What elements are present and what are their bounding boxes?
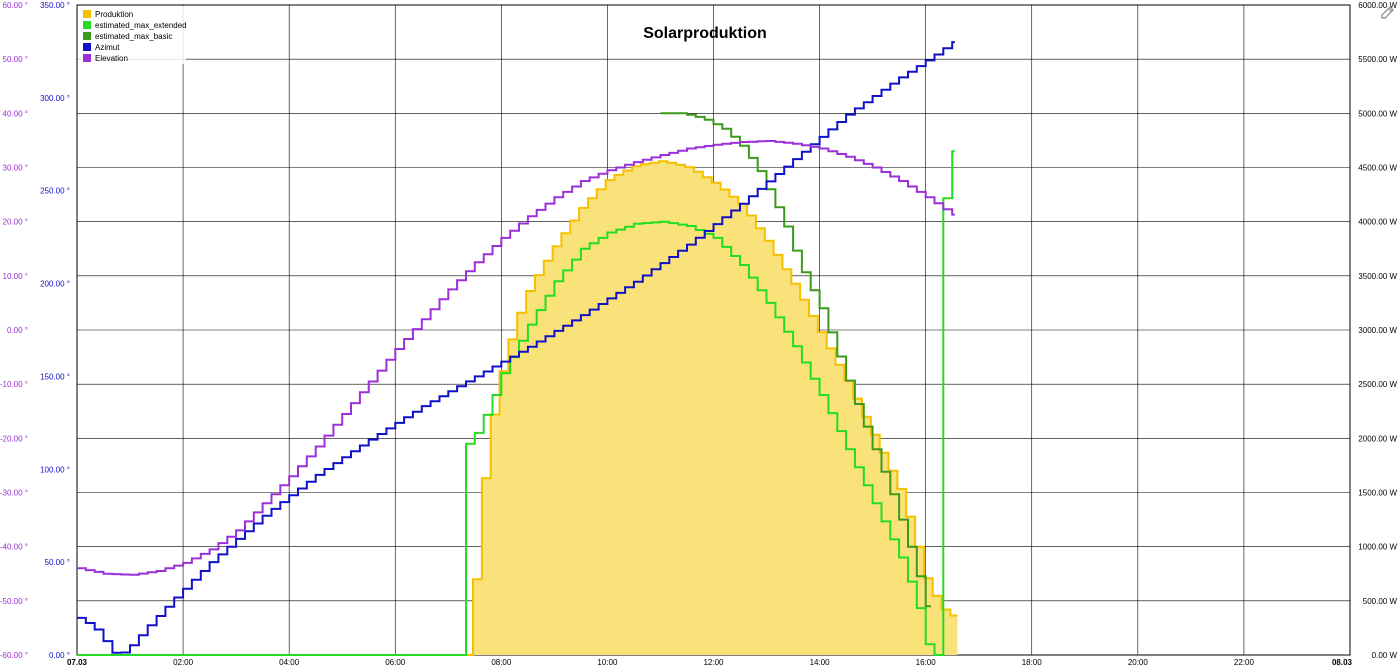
- elevation-tick-label: 40.00 °: [3, 109, 28, 118]
- elevation-tick-label: 10.00 °: [3, 272, 28, 281]
- series-elevation-line: [77, 140, 955, 576]
- legend-swatch[interactable]: [83, 32, 91, 40]
- x-tick-label: 08:00: [491, 658, 512, 667]
- power-tick-label: 6000.00 W: [1358, 1, 1397, 10]
- legend-swatch[interactable]: [83, 10, 91, 18]
- legend-swatch[interactable]: [83, 54, 91, 62]
- elevation-tick-label: -50.00 °: [0, 597, 28, 606]
- azimut-tick-label: 350.00 °: [40, 1, 70, 10]
- elevation-tick-label: 0.00 °: [7, 326, 28, 335]
- power-tick-label: 500.00 W: [1363, 597, 1398, 606]
- elevation-tick-label: -10.00 °: [0, 380, 28, 389]
- legend-swatch[interactable]: [83, 43, 91, 51]
- power-tick-label: 4000.00 W: [1358, 218, 1397, 227]
- series-estimated-max-extended-line: [77, 150, 955, 656]
- x-tick-label: 14:00: [810, 658, 831, 667]
- azimut-tick-label: 250.00 °: [40, 187, 70, 196]
- x-tick-label: 08.03: [1332, 658, 1353, 667]
- legend-label[interactable]: estimated_max_extended: [95, 21, 187, 30]
- legend-label[interactable]: estimated_max_basic: [95, 32, 172, 41]
- azimut-tick-label: 50.00 °: [45, 558, 70, 567]
- elevation-tick-label: -60.00 °: [0, 651, 28, 660]
- series-layer: [77, 41, 958, 656]
- power-tick-label: 3500.00 W: [1358, 272, 1397, 281]
- elevation-tick-label: -40.00 °: [0, 543, 28, 552]
- elevation-tick-label: 20.00 °: [3, 218, 28, 227]
- legend-label[interactable]: Produktion: [95, 10, 133, 19]
- elevation-tick-label: 60.00 °: [3, 1, 28, 10]
- series-produktion-line: [464, 160, 958, 656]
- power-tick-label: 1000.00 W: [1358, 543, 1397, 552]
- power-tick-label: 5000.00 W: [1358, 109, 1397, 118]
- power-tick-label: 4500.00 W: [1358, 164, 1397, 173]
- x-tick-label: 20:00: [1128, 658, 1149, 667]
- power-tick-label: 3000.00 W: [1358, 326, 1397, 335]
- power-tick-label: 2500.00 W: [1358, 380, 1397, 389]
- elevation-tick-label: 50.00 °: [3, 55, 28, 64]
- legend-label[interactable]: Azimut: [95, 43, 120, 52]
- azimut-tick-label: 150.00 °: [40, 372, 70, 381]
- x-tick-label: 10:00: [597, 658, 618, 667]
- power-tick-label: 2000.00 W: [1358, 434, 1397, 443]
- chart-title: Solarproduktion: [643, 25, 767, 42]
- azimut-tick-label: 100.00 °: [40, 465, 70, 474]
- x-tick-label: 07.03: [67, 658, 88, 667]
- legend-swatch[interactable]: [83, 21, 91, 29]
- elevation-tick-label: 30.00 °: [3, 164, 28, 173]
- series-estimated-max-basic-line: [660, 112, 931, 608]
- power-tick-label: 1500.00 W: [1358, 489, 1397, 498]
- x-tick-label: 22:00: [1234, 658, 1255, 667]
- legend-box: [78, 6, 186, 64]
- legend[interactable]: Produktion estimated_max_extended estimate…: [78, 6, 187, 64]
- legend-label[interactable]: Elevation: [95, 54, 128, 63]
- x-tick-label: 12:00: [703, 658, 724, 667]
- azimut-tick-label: 200.00 °: [40, 280, 70, 289]
- elevation-tick-label: -20.00 °: [0, 434, 28, 443]
- x-tick-label: 16:00: [916, 658, 937, 667]
- azimut-tick-label: 0.00 °: [49, 651, 70, 660]
- power-tick-label: 0.00 W: [1372, 651, 1398, 660]
- azimut-tick-label: 300.00 °: [40, 94, 70, 103]
- power-tick-label: 5500.00 W: [1358, 55, 1397, 64]
- x-tick-label: 04:00: [279, 658, 300, 667]
- elevation-tick-label: -30.00 °: [0, 489, 28, 498]
- series-produktion-area: [464, 161, 958, 656]
- x-tick-label: 02:00: [173, 658, 194, 667]
- x-tick-label: 06:00: [385, 658, 406, 667]
- x-tick-label: 18:00: [1022, 658, 1043, 667]
- edit-pencil-icon[interactable]: [1381, 5, 1395, 19]
